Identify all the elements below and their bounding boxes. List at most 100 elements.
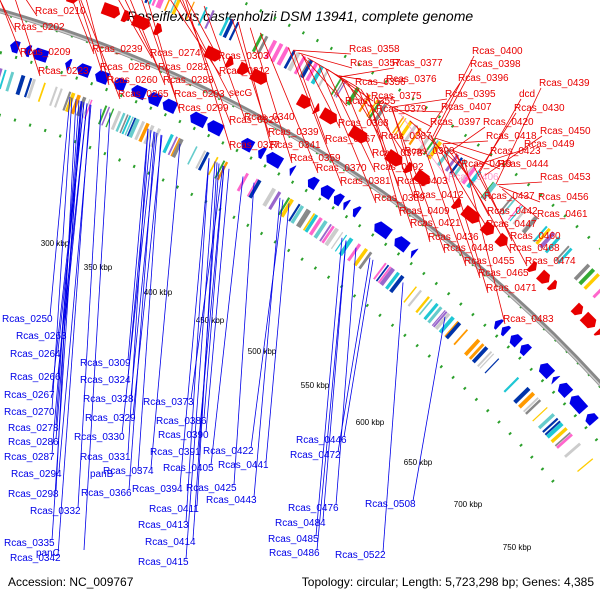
reverse-gene-label: Rcas_0309	[80, 358, 131, 369]
forward-leader-line	[391, 108, 446, 254]
cog-bar	[290, 205, 305, 224]
reverse-leader-line	[179, 158, 210, 487]
forward-gene-label: Rcas_0299	[178, 103, 229, 114]
cog-bar	[513, 386, 531, 404]
reverse-leader-line	[137, 134, 162, 472]
gene-arrow	[579, 311, 597, 329]
reverse-gene-label: Rcas_0486	[269, 548, 320, 559]
reverse-leader-line	[49, 96, 71, 317]
reverse-gene-label: Rcas_0266	[10, 372, 61, 383]
cog-bar	[544, 420, 561, 436]
reverse-strand-genes	[10, 40, 599, 426]
forward-leader-line	[393, 109, 444, 113]
cog-bar	[422, 137, 437, 156]
cog-bar	[418, 298, 433, 316]
cog-bar	[501, 198, 516, 216]
cog-bar	[138, 122, 150, 143]
cog-bar	[373, 103, 388, 123]
cog-bar	[577, 458, 594, 472]
forward-leader-line	[473, 166, 528, 267]
cog-bar	[507, 204, 522, 221]
genome-summary: Topology: circular; Length: 5,723,298 bp…	[301, 575, 594, 589]
forward-gene-label: Rcas_0341	[270, 140, 321, 151]
cog-bar	[115, 112, 126, 132]
forward-leader-line	[340, 76, 375, 159]
reverse-leader-line	[51, 97, 73, 410]
cog-bar	[124, 116, 134, 136]
forward-leader-line	[186, 0, 221, 62]
reverse-leader-line	[185, 158, 210, 523]
forward-leader-line	[340, 67, 395, 78]
gene-arrow	[289, 165, 297, 177]
reverse-gene-label: Rcas_0330	[74, 432, 125, 443]
cog-bar	[270, 42, 284, 63]
inner-cog-band	[0, 68, 594, 472]
forward-gene-label: Rcas_0442	[487, 206, 538, 217]
gene-arrow	[207, 120, 225, 137]
cog-bar	[334, 234, 348, 252]
forward-gene-label: Rcas_0407	[441, 102, 492, 113]
cog-bar	[403, 124, 418, 143]
cog-bar	[535, 227, 551, 245]
reverse-leader-line	[128, 131, 156, 491]
forward-leader-line	[345, 79, 384, 142]
forward-gene-label: Rcas_0375	[371, 91, 422, 102]
gene-arrow	[500, 325, 512, 337]
reverse-leader-line	[315, 237, 343, 537]
forward-gene-label: Rcas_0265	[118, 89, 169, 100]
forward-gene-label: Rcas_0358	[349, 44, 400, 55]
gene-arrow	[66, 0, 79, 4]
gene-arrow	[519, 343, 532, 357]
forward-leader-line	[495, 87, 542, 185]
forward-leader-line	[25, 0, 38, 17]
forward-gene-label: Rcas_0399	[404, 146, 455, 157]
forward-gene-label: Rcas_0421	[410, 218, 461, 229]
forward-gene-label: Rcas_0260	[107, 75, 158, 86]
gene-arrow	[374, 221, 393, 240]
cog-bar	[236, 172, 249, 192]
cog-bar	[228, 21, 240, 41]
forward-strand-genes	[66, 0, 600, 336]
cog-bar	[338, 237, 354, 257]
genome-backbone	[0, 8, 600, 388]
cog-bar	[64, 92, 76, 113]
cog-bar	[592, 288, 600, 299]
cog-bar	[5, 71, 15, 92]
forward-gene-label: Rcas_0447	[486, 219, 537, 230]
reverse-gene-label: Rcas_0422	[203, 446, 254, 457]
gene-arrow	[536, 269, 550, 284]
gene-arrow	[538, 363, 556, 380]
cog-bar	[512, 207, 528, 225]
gene-arrow	[307, 176, 320, 191]
reverse-leader-line	[265, 203, 290, 463]
forward-gene-label: Rcas_0327	[229, 140, 280, 151]
forward-leader-line	[478, 170, 513, 242]
reverse-gene-label: panB	[90, 469, 114, 480]
forward-gene-label: dcd	[519, 89, 535, 100]
cog-bar	[148, 0, 153, 5]
forward-gene-label: Rcas_0202	[14, 22, 65, 33]
forward-leader-line	[442, 143, 489, 294]
cog-bar	[324, 227, 339, 247]
cog-bar	[431, 310, 446, 327]
forward-gene-label: Rcas_0368	[338, 118, 389, 129]
reverse-gene-label: Rcas_0331	[80, 452, 131, 463]
reverse-leader-line	[127, 128, 149, 361]
forward-leader-line	[80, 0, 121, 100]
reverse-gene-label: Rcas_0522	[335, 550, 386, 561]
forward-leader-line	[203, 5, 247, 123]
kbp-tick-label: 500 kbp	[248, 347, 277, 356]
forward-gene-label: Rcas_0450	[540, 126, 591, 137]
forward-leader-line	[325, 67, 376, 173]
kbp-tick-label: 450 kbp	[196, 316, 225, 325]
cog-bar	[317, 69, 330, 88]
forward-gene-label: Rcas_0370	[316, 163, 367, 174]
gene-arrow	[557, 382, 574, 398]
forward-gene-label: Rcas_0430	[514, 103, 565, 114]
cog-bar	[164, 0, 171, 11]
reverse-gene-label: Rcas_0508	[365, 499, 416, 510]
cog-bar	[128, 118, 140, 139]
cog-bar	[532, 225, 548, 243]
reverse-gene-label: Rcas_0267	[4, 390, 55, 401]
